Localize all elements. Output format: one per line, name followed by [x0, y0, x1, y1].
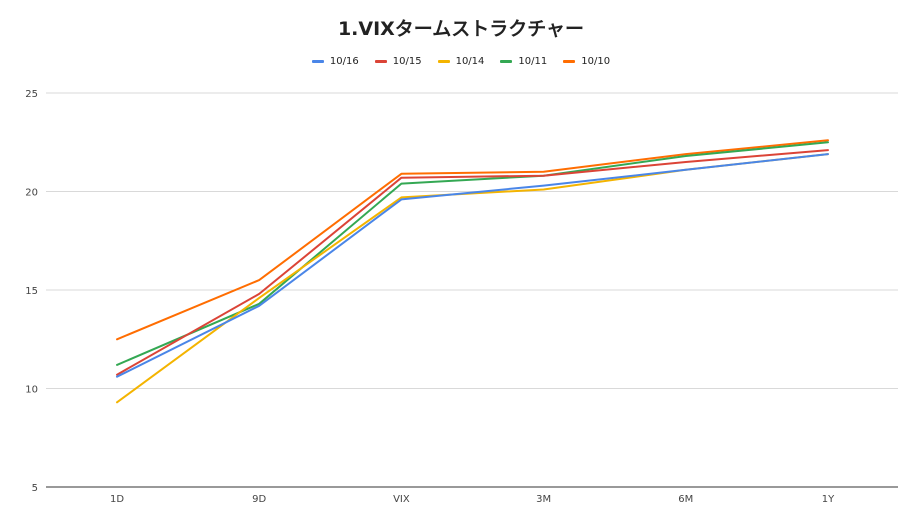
y-tick-label: 20 [25, 188, 38, 199]
legend-item: 10/10 [563, 56, 610, 67]
y-tick-label: 25 [25, 89, 38, 100]
legend-label: 10/14 [455, 56, 485, 67]
legend-item: 10/11 [500, 56, 547, 67]
legend-label: 10/16 [329, 56, 359, 67]
chart-legend: 10/16 10/15 10/14 10/11 10/10 [0, 56, 922, 67]
x-tick-label: 6M [678, 494, 693, 505]
legend-label: 10/10 [581, 56, 611, 67]
legend-item: 10/14 [437, 56, 485, 67]
legend-label: 10/11 [518, 56, 548, 67]
legend-swatch [563, 60, 576, 63]
series-line-10-11 [116, 141, 829, 366]
x-tick-label: 1D [110, 494, 124, 505]
series-line-10-10 [116, 139, 829, 341]
x-tick-label: VIX [393, 494, 410, 505]
x-tick-label: 9D [252, 494, 266, 505]
y-tick-label: 15 [25, 286, 38, 297]
legend-item: 10/15 [374, 56, 422, 67]
y-tick-label: 5 [32, 483, 38, 494]
x-tick-label: 1Y [822, 494, 835, 505]
legend-item: 10/16 [311, 56, 359, 67]
legend-swatch [311, 60, 324, 63]
series-line-10-15 [116, 149, 829, 376]
chart-title: 1.VIXタームストラクチャー [337, 18, 585, 40]
legend-swatch [500, 60, 513, 63]
legend-label: 10/15 [392, 56, 422, 67]
series-line-10-16 [116, 153, 829, 378]
legend-swatch [437, 60, 450, 63]
x-tick-label: 3M [536, 494, 551, 505]
legend-swatch [374, 60, 387, 63]
y-tick-label: 10 [25, 385, 38, 396]
